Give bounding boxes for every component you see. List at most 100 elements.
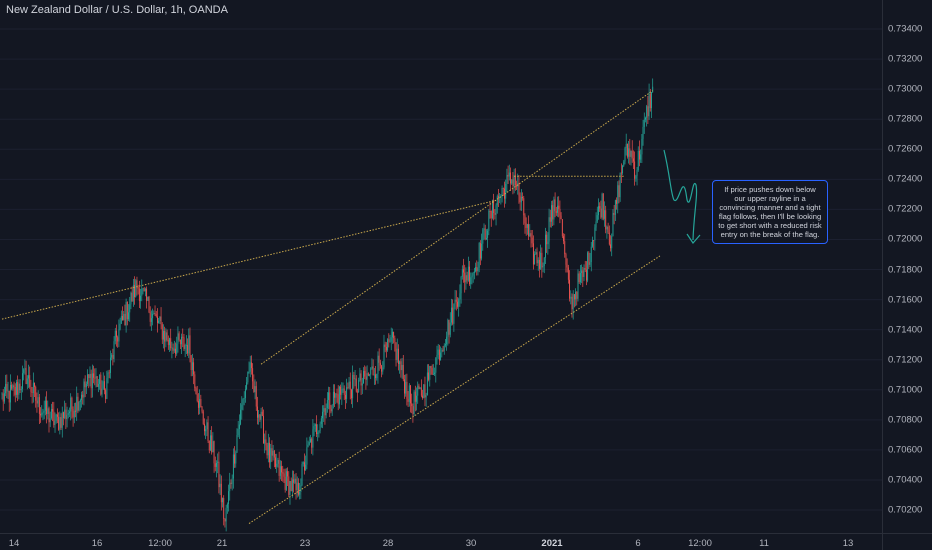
candle: [488, 209, 490, 236]
candle: [473, 267, 475, 280]
candle: [304, 453, 305, 475]
candle-body: [236, 434, 238, 453]
candle: [622, 164, 624, 175]
candle-body: [630, 150, 632, 157]
candle: [265, 430, 267, 451]
candle-body: [53, 411, 55, 426]
candle: [259, 414, 261, 422]
candle: [41, 405, 43, 418]
candle-body: [475, 267, 477, 272]
candle-body: [59, 417, 61, 430]
candle: [624, 146, 626, 165]
candle: [195, 386, 197, 395]
candle-body: [63, 412, 64, 419]
candle: [90, 369, 92, 398]
candle: [279, 460, 281, 480]
candle-body: [525, 223, 527, 228]
candle-body: [508, 172, 510, 177]
candle: [620, 163, 622, 183]
candle: [431, 364, 433, 376]
candle: [302, 461, 304, 467]
candle-body: [337, 394, 339, 405]
candle: [475, 262, 477, 273]
candle-body: [246, 382, 248, 390]
candle: [73, 402, 75, 424]
candle: [349, 372, 351, 400]
candle: [48, 406, 50, 433]
candle: [263, 409, 264, 444]
candle-body: [32, 382, 34, 393]
candle: [485, 229, 487, 240]
candle-body: [12, 385, 14, 389]
candle-body: [113, 341, 115, 360]
candle-body: [173, 348, 175, 351]
candle: [457, 297, 458, 309]
time-tick-label: 21: [216, 538, 228, 549]
candle-body: [311, 438, 313, 448]
candle: [282, 465, 284, 482]
candle-body: [108, 372, 110, 374]
candle: [26, 375, 28, 390]
annotation-note[interactable]: If price pushes down below our upper ray…: [712, 180, 828, 244]
grid-lines: [0, 28, 882, 511]
candle-body: [477, 267, 479, 272]
candle-body: [82, 394, 84, 398]
candle-body: [241, 404, 243, 410]
candle-body: [487, 230, 489, 238]
candle: [373, 368, 375, 385]
candle: [547, 232, 549, 255]
candle: [406, 373, 408, 406]
candle-body: [495, 205, 497, 215]
candle: [348, 376, 350, 390]
candle: [299, 482, 301, 500]
candle-body: [369, 374, 370, 376]
candle: [577, 269, 579, 302]
candle-body: [551, 205, 552, 222]
candle: [252, 363, 254, 389]
candle-body: [30, 386, 32, 393]
candle-body: [18, 383, 20, 395]
candle: [273, 449, 275, 468]
candle-body: [66, 414, 68, 420]
candle: [294, 474, 296, 485]
candle-body: [187, 345, 189, 354]
candle: [185, 335, 187, 355]
candle-body: [587, 252, 589, 281]
candle: [217, 453, 219, 474]
candle-body: [375, 374, 376, 379]
candle: [438, 344, 440, 365]
candle: [401, 358, 403, 379]
candle: [306, 437, 308, 470]
candle-body: [185, 345, 187, 346]
candle: [428, 364, 430, 382]
candle: [128, 304, 129, 322]
candle: [214, 456, 216, 472]
candle-body: [158, 320, 160, 323]
candle: [5, 374, 7, 397]
candle-body: [418, 385, 420, 389]
candle: [307, 440, 309, 448]
candle: [17, 375, 19, 402]
candles: [1, 78, 654, 532]
candle-body: [376, 373, 378, 379]
candle-body: [549, 217, 551, 222]
candle-body: [569, 279, 571, 299]
candle: [455, 290, 457, 311]
candle-body: [156, 316, 158, 323]
candle-body: [6, 383, 8, 392]
candle: [20, 386, 22, 400]
candle-body: [613, 212, 615, 215]
candle-body: [257, 406, 258, 418]
candle: [242, 398, 244, 411]
candle: [377, 351, 379, 384]
candle-body: [478, 243, 480, 268]
candle: [154, 305, 156, 316]
candle: [326, 392, 328, 413]
candle-body: [35, 386, 37, 401]
candle-body: [184, 345, 186, 349]
candle-body: [276, 463, 278, 467]
trendlines: [1, 90, 661, 524]
candle: [643, 112, 645, 134]
